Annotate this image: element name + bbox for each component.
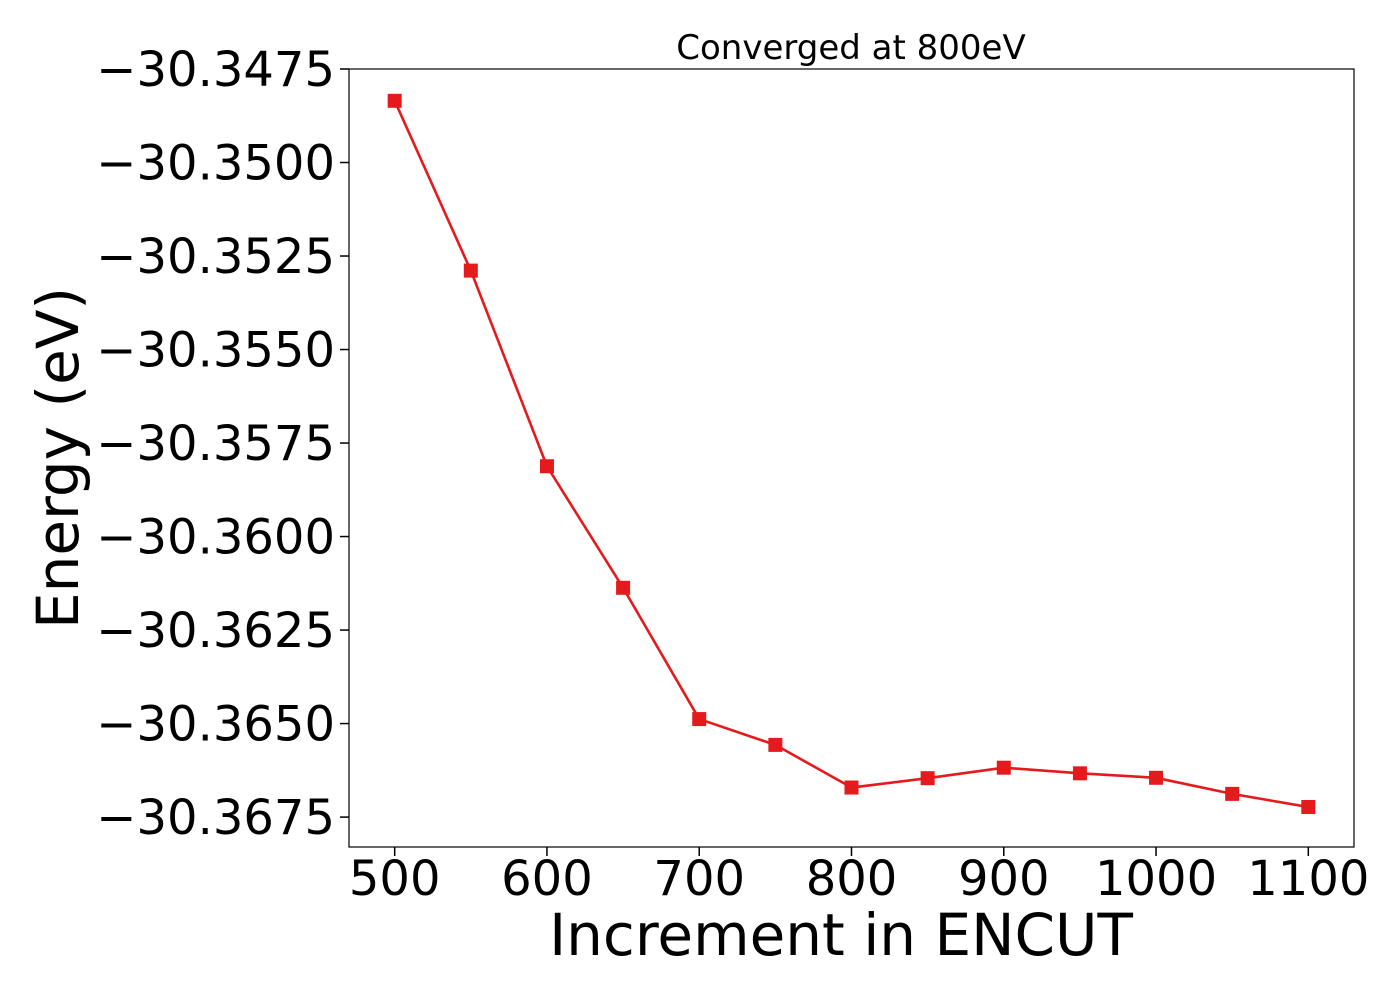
series-layer [387,93,1316,814]
x-axis-ticks: 500 600 700 800 900 1000 1100 [349,847,1369,907]
x-tick-label: 1000 [1095,851,1217,907]
data-point-marker [1072,766,1087,781]
chart-title: Converged at 800eV [676,28,1025,68]
y-tick-label: −30.3575 [96,416,335,472]
x-tick-label: 800 [806,851,898,907]
x-tick-label: 500 [349,851,441,907]
data-point-marker [768,737,783,752]
y-axis-ticks: −30.3475 −30.3500 −30.3525 −30.3550 −30.3575… [96,42,349,846]
x-tick-label: 700 [653,851,745,907]
data-point-marker [539,459,554,474]
data-point-marker [463,263,478,278]
y-tick-label: −30.3500 [96,136,335,192]
data-point-marker [1225,786,1240,801]
x-axis-label: Increment in ENCUT [549,901,1133,969]
data-point-marker [920,771,935,786]
y-tick-label: −30.3550 [96,323,335,379]
y-tick-label: −30.3525 [96,229,335,285]
data-point-marker [616,580,631,595]
y-tick-label: −30.3475 [96,42,335,98]
x-tick-label: 1100 [1247,851,1369,907]
plot-area [348,68,1355,848]
data-point-marker [387,93,402,108]
data-point-marker [1301,799,1316,814]
data-point-marker [844,780,859,795]
data-point-marker [692,712,707,727]
y-tick-label: −30.3625 [96,603,335,659]
y-tick-label: −30.3675 [96,790,335,846]
x-tick-label: 600 [501,851,593,907]
x-tick-label: 900 [958,851,1050,907]
y-tick-label: −30.3650 [96,697,335,753]
y-tick-label: −30.3600 [96,510,335,566]
y-axis-label: Energy (eV) [24,287,92,629]
data-point-marker [996,760,1011,775]
data-point-marker [1149,770,1164,785]
